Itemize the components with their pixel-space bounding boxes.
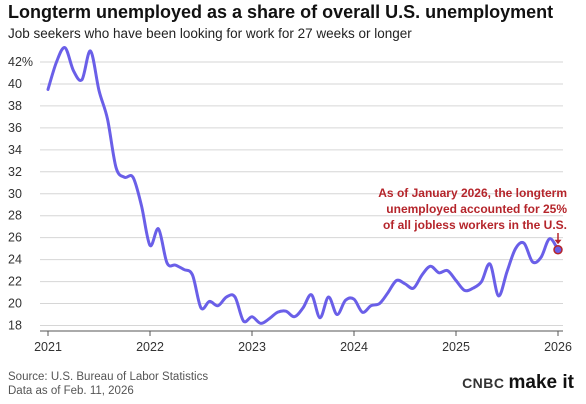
cnbc-logo-text: CNBC (462, 375, 505, 391)
y-tick-label: 32 (8, 165, 22, 179)
annotation-text: As of January 2026, the longterm (378, 186, 567, 200)
annotation: As of January 2026, the longterm unemploy… (378, 186, 567, 255)
y-tick-label: 34 (8, 143, 22, 157)
data-date-note: Data as of Feb. 11, 2026 (8, 385, 134, 397)
y-tick-label: 38 (8, 99, 22, 113)
y-tick-label: 40 (8, 77, 22, 91)
make-it-logo-text: make it (508, 372, 574, 393)
y-tick-label: 22 (8, 275, 22, 289)
annotation-text: of all jobless workers in the U.S. (383, 218, 567, 232)
x-axis-ticks: 2021 2022 2023 2024 2025 2026 (34, 331, 572, 354)
x-tick-label: 2026 (544, 340, 572, 354)
y-tick-label: 26 (8, 231, 22, 245)
x-tick-label: 2024 (340, 340, 368, 354)
series-line (46, 46, 560, 325)
x-tick-label: 2023 (238, 340, 266, 354)
grid-lines (40, 61, 563, 327)
chart-subtitle: Job seekers who have been looking for wo… (8, 26, 412, 41)
annotation-text: unemployed accounted for 25% (386, 202, 567, 216)
cnbc-make-it-logo: CNBC make it (462, 372, 574, 394)
y-tick-label: 18 (8, 319, 22, 333)
latest-value-marker (553, 245, 563, 255)
y-tick-label: 30 (8, 187, 22, 201)
source-note: Source: U.S. Bureau of Labor Statistics (8, 371, 209, 383)
x-tick-label: 2022 (136, 340, 164, 354)
annotation-arrowhead (554, 239, 562, 245)
y-tick-label: 36 (8, 121, 22, 135)
y-tick-label: 42% (8, 55, 33, 69)
y-axis-ticks: 18 20 22 24 26 28 30 32 34 36 38 40 42% (8, 55, 33, 333)
x-tick-label: 2021 (34, 340, 62, 354)
y-tick-label: 24 (8, 253, 22, 267)
chart-title: Longterm unemployed as a share of overal… (8, 2, 554, 22)
y-tick-label: 28 (8, 209, 22, 223)
footer: Source: U.S. Bureau of Labor Statistics … (8, 370, 208, 398)
y-tick-label: 20 (8, 297, 22, 311)
x-tick-label: 2025 (442, 340, 470, 354)
